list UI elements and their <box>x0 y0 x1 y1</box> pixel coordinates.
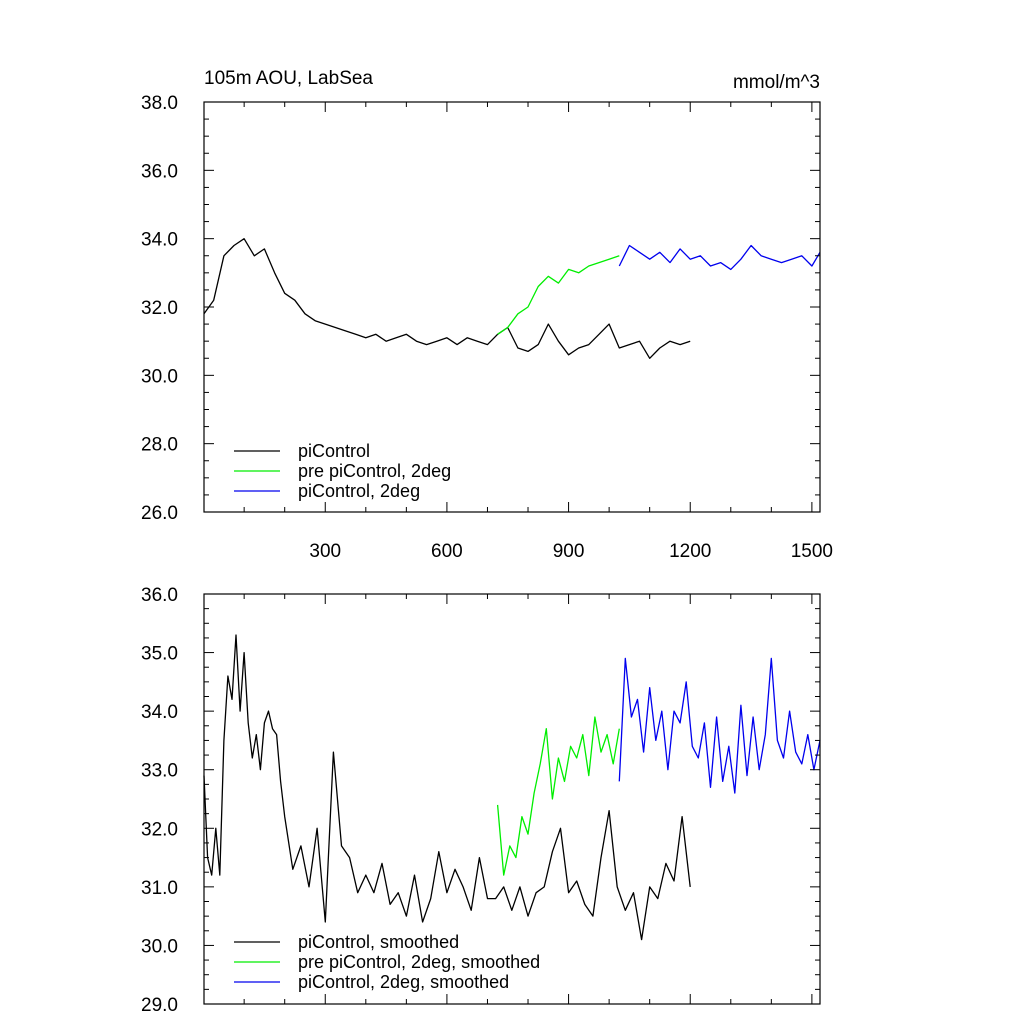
top-axes: 26.0 28.0 30.0 32.0 34.0 36.0 38.0 300 600 900 120… <box>141 93 833 562</box>
series-line-0 <box>203 238 691 359</box>
x-tick-label: 1500 <box>791 541 833 562</box>
series-line-0 <box>203 634 691 941</box>
y-tick-label: 30.0 <box>141 366 178 387</box>
y-tick-label: 36.0 <box>141 585 178 606</box>
y-tick-label: 33.0 <box>141 761 178 782</box>
series-line-2 <box>618 657 821 794</box>
bottom-axes: 29.0 30.0 31.0 32.0 33.0 34.0 35.0 36.0 <box>141 585 820 1016</box>
series-line-1 <box>497 255 620 335</box>
legend-label: piControl, smoothed <box>298 932 459 952</box>
legend-label: piControl, 2deg <box>298 481 420 501</box>
legend-label: pre piControl, 2deg, smoothed <box>298 952 540 972</box>
y-tick-label: 29.0 <box>141 995 178 1016</box>
top-plot-frame <box>203 101 821 513</box>
legend-label: piControl, 2deg, smoothed <box>298 972 509 992</box>
y-tick-label: 32.0 <box>141 298 178 319</box>
bottom-plot-frame <box>203 593 821 1005</box>
legend-label: piControl <box>298 441 370 461</box>
series-line-2 <box>618 244 821 271</box>
y-tick-label: 28.0 <box>141 435 178 456</box>
legend-label: pre piControl, 2deg <box>298 461 451 481</box>
top-plot-area <box>203 238 821 359</box>
y-tick-label: 31.0 <box>141 878 178 899</box>
top-panel: 105m AOU, LabSea mmol/m^3 26.0 28.0 30.0 32… <box>141 68 833 562</box>
chart-title: 105m AOU, LabSea <box>204 68 373 89</box>
x-tick-label: 300 <box>309 541 341 562</box>
x-tick-label: 600 <box>431 541 463 562</box>
y-tick-label: 30.0 <box>141 936 178 957</box>
y-tick-label: 34.0 <box>141 230 178 251</box>
y-tick-label: 38.0 <box>141 93 178 114</box>
x-tick-label: 1200 <box>669 541 711 562</box>
y-tick-label: 36.0 <box>141 161 178 182</box>
series-line-1 <box>496 716 620 876</box>
bottom-panel: 29.0 30.0 31.0 32.0 33.0 34.0 35.0 36.0 piContr… <box>141 585 821 1016</box>
bottom-plot-area <box>203 634 821 941</box>
y-tick-label: 34.0 <box>141 702 178 723</box>
y-tick-label: 26.0 <box>141 503 178 524</box>
units-label: mmol/m^3 <box>733 72 820 93</box>
y-tick-label: 32.0 <box>141 819 178 840</box>
y-tick-label: 35.0 <box>141 644 178 665</box>
x-tick-label: 900 <box>553 541 585 562</box>
